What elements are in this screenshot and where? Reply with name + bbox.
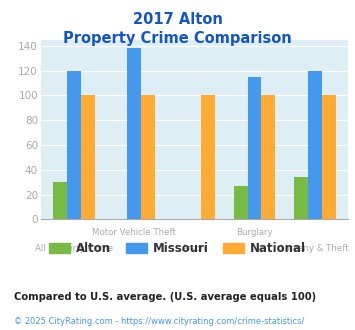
Text: Property Crime Comparison: Property Crime Comparison xyxy=(63,31,292,46)
Bar xyxy=(81,95,95,219)
Bar xyxy=(234,186,248,219)
Bar xyxy=(141,95,155,219)
Text: Larceny & Theft: Larceny & Theft xyxy=(280,244,349,253)
Text: Arson: Arson xyxy=(182,244,207,253)
Bar xyxy=(53,182,67,219)
Text: Burglary: Burglary xyxy=(236,228,273,237)
Bar xyxy=(294,177,308,219)
Bar xyxy=(322,95,335,219)
Text: Motor Vehicle Theft: Motor Vehicle Theft xyxy=(92,228,176,237)
Bar xyxy=(127,48,141,219)
Text: 2017 Alton: 2017 Alton xyxy=(132,12,223,26)
Text: Compared to U.S. average. (U.S. average equals 100): Compared to U.S. average. (U.S. average … xyxy=(14,292,316,302)
Bar xyxy=(201,95,215,219)
Bar xyxy=(308,71,322,219)
Text: © 2025 CityRating.com - https://www.cityrating.com/crime-statistics/: © 2025 CityRating.com - https://www.city… xyxy=(14,317,305,326)
Bar xyxy=(262,95,275,219)
Text: All Property Crime: All Property Crime xyxy=(35,244,113,253)
Bar xyxy=(67,71,81,219)
Legend: Alton, Missouri, National: Alton, Missouri, National xyxy=(44,237,311,260)
Bar xyxy=(248,77,262,219)
